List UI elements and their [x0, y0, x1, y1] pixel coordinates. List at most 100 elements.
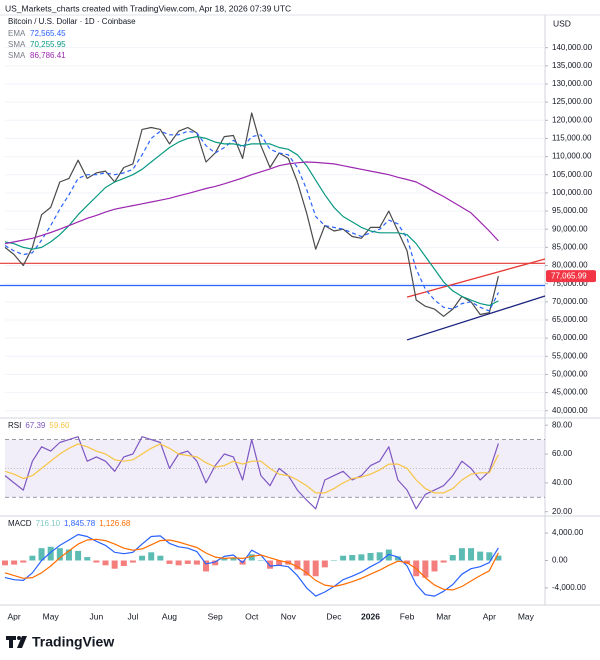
series-line — [4, 443, 499, 494]
histogram-bar — [38, 548, 45, 561]
currency-label: USD — [553, 18, 571, 28]
legend-value: 70,255.95 — [30, 40, 66, 49]
histogram-bar — [321, 560, 328, 568]
brand-name: TradingView — [32, 634, 114, 650]
x-tick-label: Jun — [90, 611, 104, 621]
histogram-bar — [267, 560, 273, 569]
logo-mark — [6, 636, 16, 648]
histogram-bar — [166, 560, 173, 564]
legend-title: MACD — [8, 519, 32, 528]
histogram-bar — [449, 555, 456, 561]
histogram-bar — [102, 560, 109, 566]
histogram-bar — [111, 560, 118, 569]
histogram-bar — [120, 560, 127, 566]
histogram-bar — [303, 560, 310, 576]
y-tick-label: 80,000.00 — [552, 261, 588, 270]
histogram-bar — [394, 556, 401, 561]
histogram-bar — [2, 560, 8, 566]
y-tick-label: 90,000.00 — [552, 224, 588, 233]
histogram-bar — [93, 560, 100, 563]
histogram-bar — [358, 554, 365, 561]
legend-value: 67.39 — [25, 421, 46, 430]
y-tick-label: 50,000.00 — [552, 370, 588, 379]
histogram-bar — [65, 549, 72, 561]
logo-mark — [17, 636, 21, 640]
x-tick-label: Dec — [326, 611, 342, 621]
histogram-bar — [175, 560, 182, 566]
y-tick-label: 45,000.00 — [552, 388, 588, 397]
histogram-bar — [468, 548, 475, 561]
y-tick-label: 95,000.00 — [552, 206, 588, 215]
x-tick-label: Jul — [127, 611, 138, 621]
y-tick-label: 65,000.00 — [552, 315, 588, 324]
histogram-bar — [230, 557, 237, 561]
y-tick-label: 70,000.00 — [552, 297, 588, 306]
series-line — [4, 130, 499, 312]
x-tick-label: Aug — [162, 611, 177, 621]
y-tick-label: 120,000.00 — [552, 115, 593, 124]
histogram-bar — [340, 555, 347, 561]
x-tick-label: Apr — [483, 611, 496, 621]
y-tick-label: 80.00 — [552, 420, 573, 429]
histogram-bar — [276, 560, 283, 566]
histogram-bar — [486, 552, 493, 561]
trendline — [406, 258, 546, 298]
brand-logo — [6, 636, 27, 648]
histogram-bar — [184, 560, 191, 564]
histogram-bar — [431, 560, 438, 572]
y-tick-label: 40,000.00 — [552, 406, 588, 415]
legend-title: RSI — [8, 421, 21, 430]
y-tick-label: 135,000.00 — [552, 61, 593, 70]
series-line — [4, 112, 499, 317]
histogram-bar — [203, 560, 210, 572]
histogram-bar — [20, 560, 27, 563]
histogram-bar — [84, 557, 91, 561]
legend-value: 1,845.78 — [64, 519, 96, 528]
legend-title: Bitcoin / U.S. Dollar · 1D · Coinbase — [8, 17, 136, 26]
last-price-label: 77,065.99 — [551, 271, 587, 280]
legend-name: EMA — [8, 29, 26, 38]
legend-name: SMA — [8, 40, 26, 49]
y-tick-label: 60,000.00 — [552, 333, 588, 342]
legend-value: 59.60 — [49, 421, 70, 430]
histogram-bar — [330, 560, 337, 561]
x-tick-label: Oct — [245, 611, 259, 621]
histogram-bar — [47, 546, 54, 561]
y-tick-label: 75,000.00 — [552, 279, 588, 288]
y-tick-label: 55,000.00 — [552, 351, 588, 360]
histogram-bar — [29, 555, 36, 561]
histogram-bar — [11, 560, 18, 565]
legend-value: 716.10 — [36, 519, 61, 528]
histogram-bar — [458, 548, 465, 561]
y-tick-label: 125,000.00 — [552, 97, 593, 106]
y-tick-label: 40.00 — [552, 478, 573, 487]
histogram-bar — [148, 552, 155, 561]
y-tick-label: 130,000.00 — [552, 79, 593, 88]
x-tick-label: May — [43, 611, 60, 621]
logo-mark — [17, 636, 27, 648]
y-tick-label: 140,000.00 — [552, 43, 593, 52]
y-tick-label: 105,000.00 — [552, 170, 593, 179]
histogram-bar — [294, 560, 301, 570]
histogram-bar — [440, 560, 447, 563]
series-line — [4, 161, 499, 245]
x-tick-label: Feb — [400, 611, 415, 621]
x-tick-label: May — [518, 611, 535, 621]
histogram-bar — [75, 550, 82, 561]
histogram-bar — [157, 555, 164, 561]
histogram-bar — [376, 552, 383, 561]
y-tick-label: -4,000.00 — [552, 583, 586, 592]
histogram-bar — [422, 560, 429, 578]
series-line — [4, 136, 499, 307]
series-line — [4, 436, 499, 510]
header: US_Markets_charts created with TradingVi… — [5, 3, 291, 13]
histogram-bar — [367, 552, 374, 561]
y-tick-label: 4,000.00 — [552, 528, 584, 537]
y-tick-label: 85,000.00 — [552, 242, 588, 251]
legend-name: SMA — [8, 51, 26, 60]
histogram-bar — [221, 558, 228, 561]
histogram-bar — [56, 548, 63, 561]
y-tick-label: 115,000.00 — [552, 134, 592, 143]
x-tick-label: Mar — [436, 611, 451, 621]
